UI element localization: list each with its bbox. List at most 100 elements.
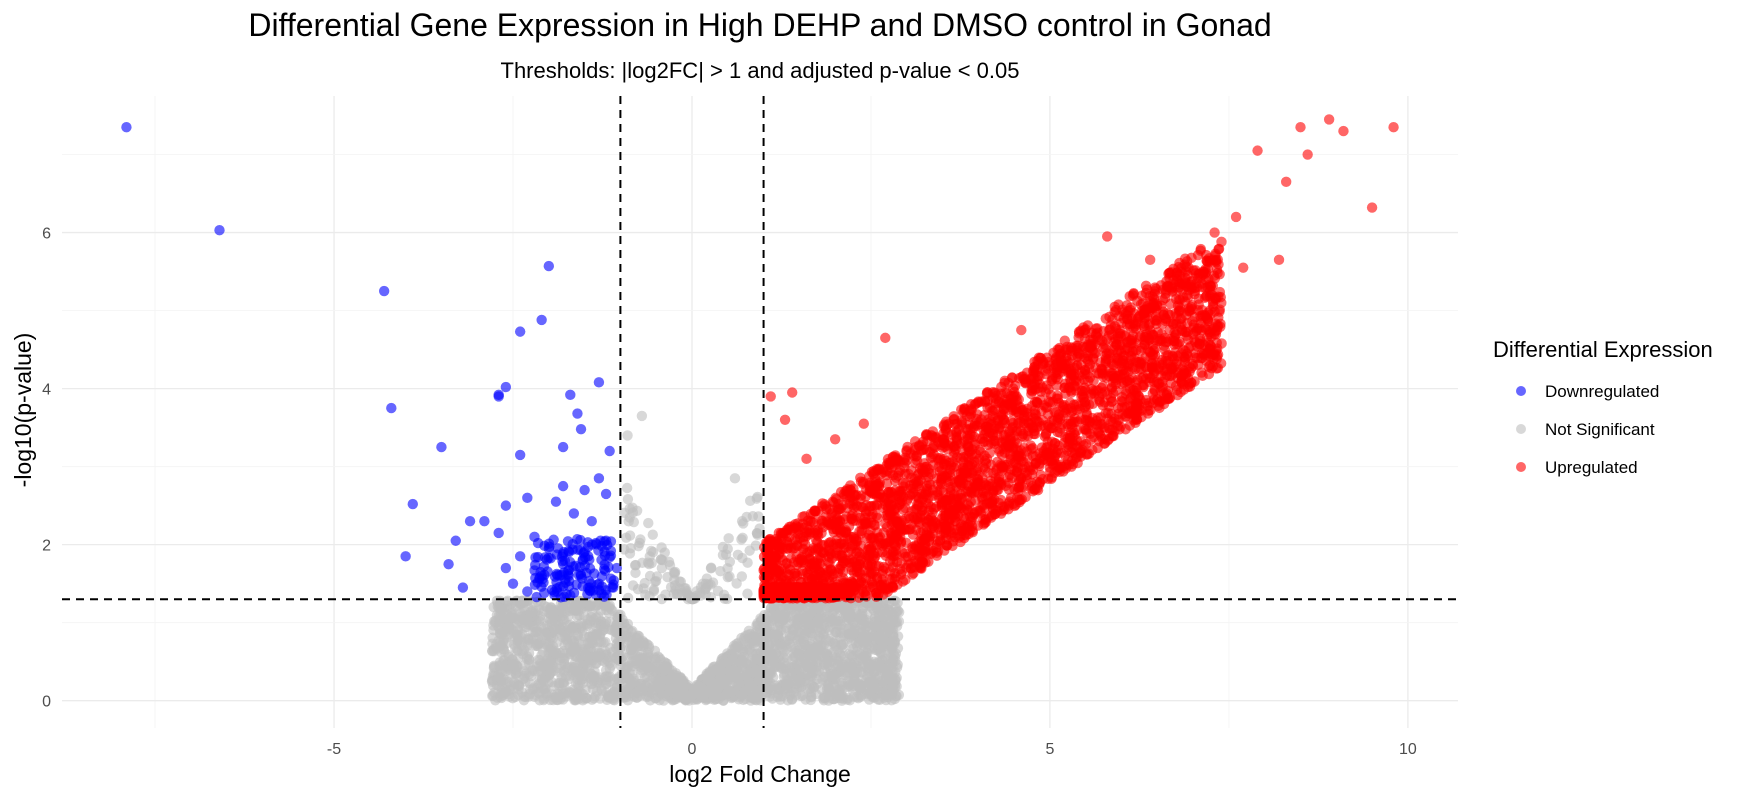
point-not-significant <box>656 542 667 553</box>
point-not-significant <box>670 668 682 679</box>
point-not-significant <box>805 607 817 618</box>
point-not-significant <box>511 660 523 671</box>
point-not-significant <box>729 473 741 484</box>
point-not-significant <box>786 603 797 615</box>
point-not-significant <box>643 517 654 529</box>
point-not-significant <box>691 586 703 597</box>
point-not-significant <box>580 650 591 661</box>
point-not-significant <box>566 622 578 634</box>
point-not-significant <box>513 680 524 691</box>
point-not-significant <box>613 654 624 666</box>
point-not-significant <box>678 682 690 693</box>
point-not-significant <box>717 541 729 553</box>
point-not-significant <box>752 491 763 503</box>
point-not-significant <box>844 661 855 673</box>
point-not-significant <box>736 689 748 700</box>
point-not-significant <box>854 637 865 648</box>
point-not-significant <box>805 627 816 639</box>
point-not-significant <box>548 611 559 623</box>
point-not-significant <box>488 661 500 673</box>
point-not-significant <box>622 493 634 505</box>
point-not-significant <box>844 605 855 617</box>
point-not-significant <box>654 676 665 688</box>
point-not-significant <box>488 645 500 657</box>
point-not-significant <box>591 630 602 641</box>
point-not-significant <box>621 532 632 543</box>
point-not-significant <box>603 691 614 702</box>
point-not-significant <box>548 622 560 634</box>
point-not-significant <box>644 551 655 562</box>
point-not-significant <box>492 692 503 703</box>
point-not-significant <box>592 651 603 663</box>
point-not-significant <box>738 652 749 663</box>
point-not-significant <box>669 566 681 578</box>
point-not-significant <box>831 618 843 630</box>
point-not-significant <box>723 533 734 544</box>
point-not-significant <box>703 670 714 681</box>
point-not-significant <box>858 619 870 630</box>
point-not-significant <box>803 649 814 660</box>
point-not-significant <box>636 410 648 422</box>
point-not-significant <box>554 689 565 700</box>
point-not-significant <box>655 554 667 565</box>
point-not-significant <box>576 674 588 686</box>
point-not-significant <box>742 557 753 568</box>
point-not-significant <box>487 632 498 643</box>
point-not-significant <box>780 639 791 651</box>
point-upregulated <box>1052 426 1063 438</box>
point-not-significant <box>537 674 548 685</box>
point-not-significant <box>625 678 637 690</box>
point-not-significant <box>604 663 616 674</box>
point-not-significant <box>766 602 777 614</box>
point-not-significant <box>596 683 607 694</box>
point-not-significant <box>630 559 641 571</box>
point-not-significant <box>733 637 744 648</box>
point-not-significant <box>622 430 633 441</box>
point-not-significant <box>493 671 505 683</box>
point-not-significant <box>517 614 529 625</box>
point-not-significant <box>881 689 892 701</box>
point-not-significant <box>817 693 829 704</box>
point-not-significant <box>712 585 724 597</box>
point-not-significant <box>524 654 535 666</box>
point-not-significant <box>752 529 763 541</box>
point-not-significant <box>808 682 819 693</box>
point-not-significant <box>604 676 615 687</box>
point-not-significant <box>722 563 733 574</box>
point-not-significant <box>769 631 780 642</box>
point-not-significant <box>713 693 724 705</box>
point-not-significant <box>518 596 530 607</box>
point-not-significant <box>870 602 882 613</box>
point-not-significant <box>736 516 748 527</box>
point-not-significant <box>640 653 652 664</box>
point-not-significant <box>625 543 636 554</box>
point-not-significant <box>744 679 756 690</box>
point-not-significant <box>702 686 713 698</box>
point-not-significant <box>797 690 808 701</box>
point-not-significant <box>650 575 662 587</box>
chart-subtitle: Thresholds: |log2FC| > 1 and adjusted p-… <box>501 58 1020 83</box>
point-not-significant <box>869 616 881 627</box>
point-not-significant <box>488 680 499 692</box>
point-not-significant <box>812 655 823 667</box>
point-not-significant <box>661 663 673 674</box>
point-upregulated <box>1052 344 1063 355</box>
point-not-significant <box>819 648 831 659</box>
point-not-significant <box>812 615 823 626</box>
point-not-significant <box>495 603 507 615</box>
point-not-significant <box>884 674 895 685</box>
point-not-significant <box>776 663 787 674</box>
point-not-significant <box>630 658 642 669</box>
point-not-significant <box>559 665 570 676</box>
point-not-significant <box>860 651 872 662</box>
point-not-significant <box>818 628 829 640</box>
point-not-significant <box>810 665 822 676</box>
point-not-significant <box>619 631 631 642</box>
point-not-significant <box>744 545 755 556</box>
point-not-significant <box>502 622 514 633</box>
point-not-significant <box>764 666 775 678</box>
point-not-significant <box>759 678 770 689</box>
point-not-significant <box>524 668 535 679</box>
point-not-significant <box>843 680 855 691</box>
point-not-significant <box>647 529 658 540</box>
